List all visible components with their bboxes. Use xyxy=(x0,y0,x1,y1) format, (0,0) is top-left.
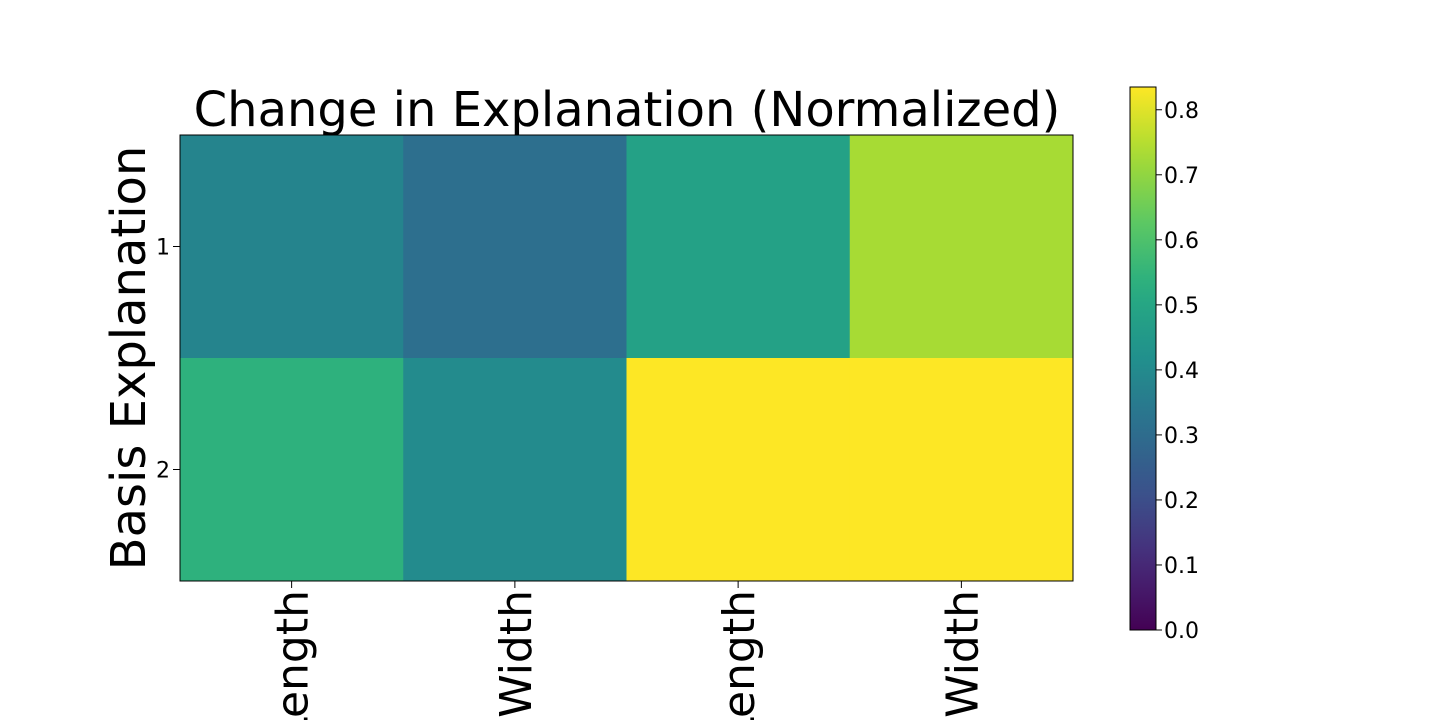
colorbar: 0.0 0.1 0.2 0.3 0.4 0.5 0.6 0.7 0.8 xyxy=(1129,86,1199,644)
heatmap-cell xyxy=(403,358,627,582)
heatmap-cell xyxy=(849,358,1074,582)
heatmap-cells xyxy=(180,135,1074,582)
x-tick-label: Length xyxy=(268,590,319,720)
colorbar-tick-label: 0.6 xyxy=(1164,229,1199,254)
y-axis-ticks: 12 xyxy=(156,236,180,484)
chart-title: Change in Explanation (Normalized) xyxy=(194,82,1061,138)
y-axis-label: Basis Explanation xyxy=(101,146,157,571)
colorbar-tick-label: 0.3 xyxy=(1164,424,1199,449)
colorbar-tick-label: 0.7 xyxy=(1164,164,1199,189)
heatmap-cell xyxy=(180,135,404,359)
heatmap-cell xyxy=(403,135,627,359)
colorbar-tick-label: 0.0 xyxy=(1164,619,1199,644)
colorbar-ticks: 0.0 0.1 0.2 0.3 0.4 0.5 0.6 0.7 0.8 xyxy=(1156,99,1199,644)
heatmap-cell xyxy=(180,358,404,582)
colorbar-tick-label: 0.4 xyxy=(1164,359,1199,384)
x-axis-ticks: Length Width Length Width xyxy=(268,581,988,720)
y-tick-label: 2 xyxy=(156,459,170,484)
x-tick-label: Width xyxy=(937,590,988,718)
colorbar-tick-label: 0.8 xyxy=(1164,99,1199,124)
x-tick-label: Length xyxy=(714,590,765,720)
x-tick-label: Width xyxy=(491,590,542,718)
heatmap-cell xyxy=(626,358,851,582)
colorbar-tick-label: 0.1 xyxy=(1164,554,1199,579)
heatmap-cell xyxy=(626,135,851,359)
plot-frame xyxy=(179,134,1074,582)
colorbar-gradient xyxy=(1129,86,1157,631)
y-tick-label: 1 xyxy=(156,236,170,261)
colorbar-tick-label: 0.5 xyxy=(1164,294,1199,319)
heatmap-cell xyxy=(849,135,1074,359)
colorbar-tick-label: 0.2 xyxy=(1164,489,1199,514)
